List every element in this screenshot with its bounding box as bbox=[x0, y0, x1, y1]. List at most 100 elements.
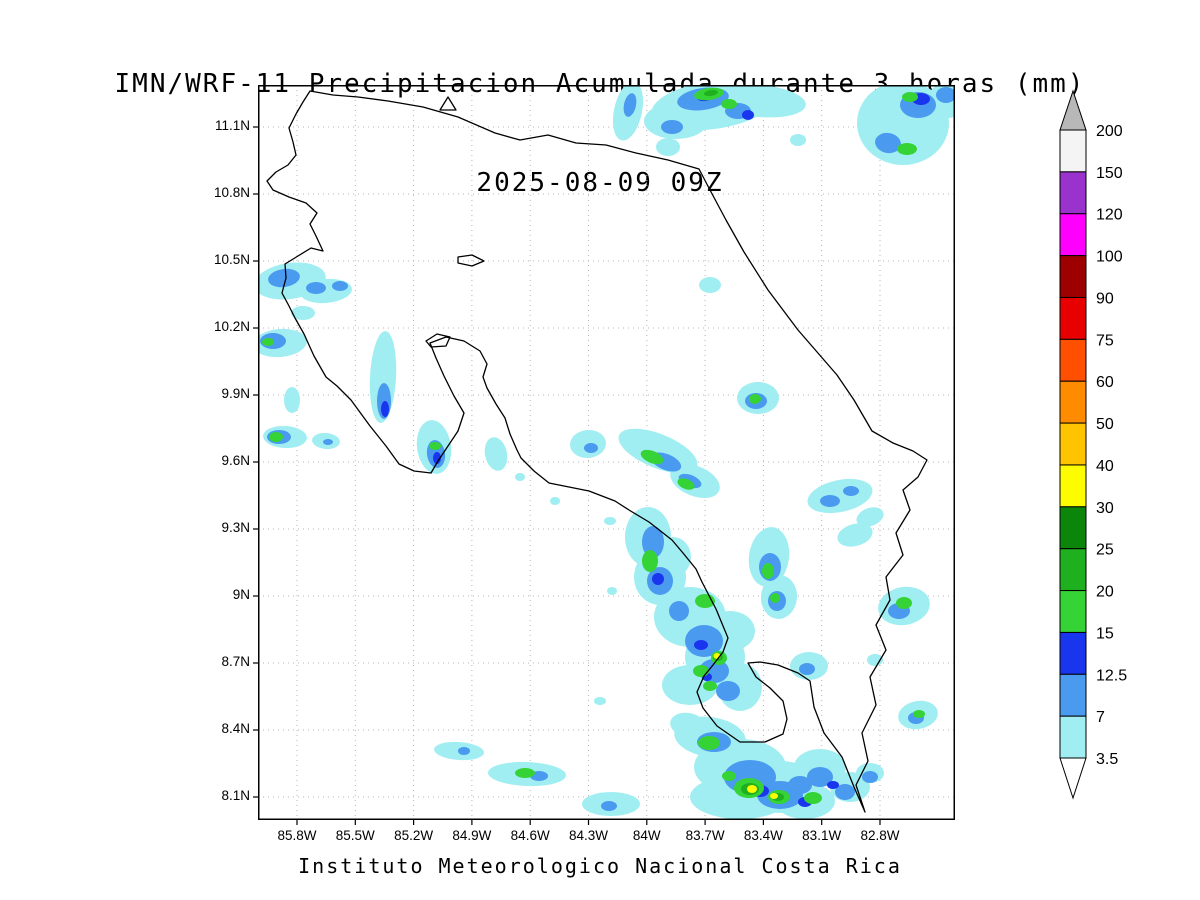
colorbar-label: 25 bbox=[1096, 542, 1114, 559]
lat-tick-label: 8.1N bbox=[221, 788, 250, 803]
colorbar-box bbox=[1059, 715, 1087, 759]
lat-tick-label: 8.4N bbox=[221, 721, 250, 736]
colorbar-label: 7 bbox=[1096, 709, 1105, 726]
precip-cell bbox=[381, 401, 389, 417]
coastline-borders bbox=[266, 90, 928, 813]
lon-tick-label: 84.9W bbox=[452, 828, 492, 843]
lon-tick-label: 85.8W bbox=[277, 828, 317, 843]
precip-cell bbox=[698, 736, 720, 750]
precip-cell bbox=[862, 771, 878, 783]
colorbar-box bbox=[1059, 296, 1087, 340]
lat-tick-label: 10.2N bbox=[213, 319, 250, 334]
lon-tick-label: 85.2W bbox=[394, 828, 434, 843]
colorbar-box bbox=[1059, 255, 1087, 298]
colorbar-box bbox=[1059, 548, 1087, 592]
precip-cell bbox=[601, 801, 617, 811]
colorbar-box bbox=[1059, 590, 1087, 633]
precip-cell bbox=[902, 92, 918, 102]
precip-cell bbox=[835, 784, 855, 800]
colorbar-box bbox=[1059, 129, 1087, 173]
precip-cell bbox=[642, 526, 664, 558]
precip-cell bbox=[433, 452, 441, 464]
precip-cell bbox=[704, 89, 718, 97]
precip-cell bbox=[677, 478, 695, 490]
precip-cell bbox=[642, 550, 658, 572]
colorbar-label: 150 bbox=[1096, 165, 1123, 182]
lon-tick-label: 82.8W bbox=[860, 828, 900, 843]
colorbar-box bbox=[1059, 213, 1087, 257]
precip-cell bbox=[721, 99, 737, 109]
footer-caption: Instituto Meteorologico Nacional Costa R… bbox=[298, 854, 902, 878]
precip-cell bbox=[913, 710, 925, 718]
colorbar-box bbox=[1059, 631, 1087, 675]
precip-cell bbox=[820, 495, 840, 507]
lat-tick-label: 8.7N bbox=[221, 654, 250, 669]
precip-cell bbox=[640, 449, 664, 465]
title-line1: IMN/WRF-11 Precipitacion Acumulada duran… bbox=[114, 69, 1086, 99]
colorbar-box bbox=[1059, 506, 1087, 550]
lat-tick-label: 9.6N bbox=[221, 453, 250, 468]
precip-cell bbox=[607, 587, 617, 595]
colorbar-label: 60 bbox=[1096, 374, 1114, 391]
lat-tick-label: 11.1N bbox=[214, 118, 250, 133]
title-line2: 2025-08-09 09Z bbox=[476, 168, 724, 198]
colorbar-legend: 200 150 120 100 90 75 60 50 40 30 25 20 15 12.5 7 3.5 bbox=[1059, 89, 1127, 800]
lat-tick-label: 9.3N bbox=[221, 520, 250, 535]
precip-cell bbox=[594, 697, 606, 705]
lake-island-outline bbox=[439, 96, 457, 111]
precip-cell bbox=[584, 443, 598, 453]
colorbar-label: 20 bbox=[1096, 584, 1114, 601]
precip-cell bbox=[550, 497, 560, 505]
lon-tick-label: 83.7W bbox=[685, 828, 725, 843]
lon-tick-label: 85.5W bbox=[335, 828, 375, 843]
precip-cell bbox=[716, 681, 740, 701]
colorbar-label: 200 bbox=[1096, 123, 1123, 140]
colorbar-label: 3.5 bbox=[1096, 751, 1118, 768]
precip-cell bbox=[323, 439, 333, 445]
precip-cell bbox=[604, 517, 616, 525]
precip-cell bbox=[703, 681, 717, 691]
precip-cell bbox=[747, 785, 757, 793]
colorbar-below-min-arrow bbox=[1059, 757, 1087, 800]
precip-cell bbox=[269, 432, 283, 442]
precip-cell bbox=[749, 394, 761, 404]
colorbar-label: 90 bbox=[1096, 290, 1114, 307]
map-frame bbox=[258, 85, 955, 820]
precip-cell bbox=[262, 338, 274, 346]
precipitation-map bbox=[253, 85, 955, 825]
precip-cell bbox=[291, 306, 315, 320]
lon-tick-label: 84.6W bbox=[510, 828, 550, 843]
precip-cell bbox=[484, 437, 508, 471]
precip-cell bbox=[268, 268, 300, 288]
precip-cell bbox=[655, 537, 691, 577]
precip-cell bbox=[656, 138, 680, 156]
precip-cell bbox=[804, 792, 822, 804]
lon-tick-label: 83.4W bbox=[743, 828, 783, 843]
colorbar-box bbox=[1059, 171, 1087, 215]
colorbar-box bbox=[1059, 422, 1087, 466]
precip-cell bbox=[770, 793, 778, 799]
lat-tick-label: 9N bbox=[232, 587, 250, 602]
precip-cell bbox=[799, 663, 815, 675]
colorbar-box bbox=[1059, 338, 1087, 382]
chart-title: IMN/WRF-11 Precipitacion Acumulada duran… bbox=[0, 2, 1200, 266]
precip-cell bbox=[722, 771, 736, 781]
precip-cell bbox=[306, 282, 326, 294]
precip-cell bbox=[742, 110, 754, 120]
lat-tick-label: 9.9N bbox=[221, 386, 250, 401]
precip-cell bbox=[515, 473, 525, 481]
colorbar-label: 75 bbox=[1096, 332, 1114, 349]
colorbar-label: 120 bbox=[1096, 207, 1123, 224]
precip-cell bbox=[429, 442, 441, 450]
colorbar-label: 40 bbox=[1096, 458, 1114, 475]
precip-cell bbox=[458, 747, 470, 755]
lon-tick-label: 84W bbox=[632, 828, 661, 843]
precip-cell bbox=[694, 640, 708, 650]
precip-cell bbox=[897, 143, 917, 155]
colorbar-box bbox=[1059, 464, 1087, 508]
precip-cell bbox=[856, 507, 884, 527]
lake-arenal-outline bbox=[457, 254, 485, 267]
grid-lines bbox=[253, 85, 955, 825]
lat-tick-label: 10.5N bbox=[213, 252, 250, 267]
precip-cell bbox=[837, 523, 873, 547]
